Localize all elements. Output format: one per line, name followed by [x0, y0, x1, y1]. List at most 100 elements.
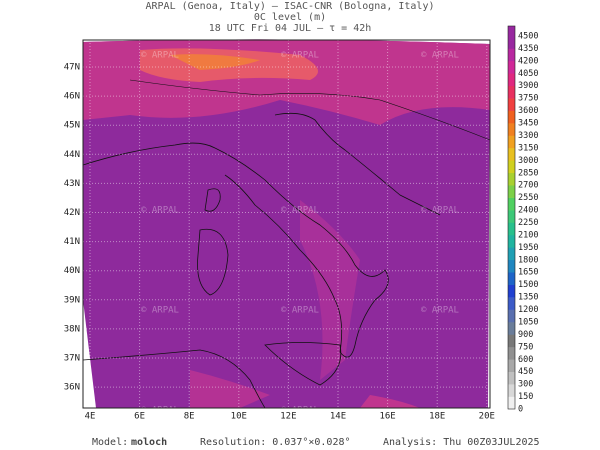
colorbar-label: 3750	[518, 94, 538, 104]
watermark: © ARPAL	[421, 51, 459, 61]
colorbar-segment	[508, 272, 515, 285]
coast-sicily	[264, 342, 342, 386]
header-line: 0C level (m)	[254, 12, 326, 23]
colorbar-label: 2250	[518, 218, 538, 228]
coastlines	[82, 79, 491, 409]
colorbar-label: 1500	[518, 280, 538, 290]
field-base	[83, 39, 490, 409]
colorbar: 0 150 300 450 600 750 900 1050 1200 1350 1500 1650 1…	[507, 25, 538, 415]
coast-sardinia	[197, 228, 229, 296]
lat-label: 46N	[64, 92, 80, 102]
colorbar-label: 3900	[518, 81, 538, 91]
lat-label: 43N	[64, 179, 80, 189]
colorbar-label: 2550	[518, 193, 538, 203]
colorbar-segment	[508, 384, 515, 397]
lat-label: 36N	[64, 383, 80, 393]
colorbar-label: 3300	[518, 131, 538, 141]
colorbar-segment	[508, 110, 515, 124]
lon-label: 12E	[280, 412, 296, 422]
border-alps	[129, 79, 491, 141]
colorbar-label: 1650	[518, 268, 538, 278]
lon-label: 18E	[429, 412, 445, 422]
map-frame	[82, 39, 491, 409]
lon-label: 4E	[85, 412, 96, 422]
watermark: © ARPAL	[141, 206, 179, 216]
field-alps-peak	[170, 54, 260, 70]
colorbar-segment	[508, 172, 515, 186]
lon-label: 8E	[184, 412, 195, 422]
colorbar-label: 3450	[518, 119, 538, 129]
colorbar-label: 600	[518, 355, 533, 365]
lon-label: 6E	[134, 412, 145, 422]
coast-italy	[82, 142, 389, 358]
watermark: © ARPAL	[141, 306, 179, 316]
colorbar-segment	[508, 234, 515, 248]
colorbar-label: 0	[518, 405, 523, 415]
graticule: 47N 46N 45N 44N 43N 42N 41N 40N 39N 38N 37N 36N 4E 6E…	[64, 40, 495, 422]
map-field	[83, 39, 490, 409]
colorbar-segment	[508, 123, 515, 136]
coast-corsica	[204, 188, 221, 212]
lat-label: 40N	[64, 266, 80, 276]
colorbar-label: 2700	[518, 181, 538, 191]
colorbar-label: 3150	[518, 143, 538, 153]
colorbar-label: 3000	[518, 156, 538, 166]
colorbar-segment	[508, 334, 515, 348]
colorbar-label: 4500	[518, 32, 538, 42]
lat-label: 41N	[64, 237, 80, 247]
colorbar-segment	[508, 135, 515, 149]
colorbar-label: 4350	[518, 44, 538, 54]
colorbar-label: 2400	[518, 206, 538, 216]
colorbar-segment	[508, 85, 515, 99]
lat-label: 44N	[64, 150, 80, 160]
colorbar-label: 450	[518, 367, 533, 377]
colorbar-label: 900	[518, 330, 533, 340]
colorbar-cap	[508, 26, 515, 36]
colorbar-label: 150	[518, 392, 533, 402]
lat-label: 47N	[64, 63, 80, 73]
watermark: © ARPAL	[141, 51, 179, 61]
colorbar-label: 3600	[518, 106, 538, 116]
colorbar-segment	[508, 73, 515, 87]
watermark: © ARPAL	[281, 51, 319, 61]
colorbar-segment	[508, 371, 515, 385]
colorbar-segment	[508, 160, 515, 174]
footer-model: moloch	[131, 437, 167, 448]
colorbar-label: 300	[518, 380, 533, 390]
colorbar-frame	[507, 25, 516, 410]
field-africa	[190, 370, 270, 408]
lat-label: 38N	[64, 324, 80, 334]
colorbar-label: 1800	[518, 255, 538, 265]
colorbar-segment	[508, 98, 515, 111]
colorbar-segment	[508, 210, 515, 223]
colorbar-label: 1200	[518, 305, 538, 315]
footer-analysis: Analysis: Thu 00Z03JUL2025	[383, 437, 540, 448]
coast-adriatic	[274, 112, 441, 216]
colorbar-segment	[508, 197, 515, 211]
header-line: 18 UTC Fri 04 JUL — τ = 42h	[209, 23, 372, 34]
colorbar-segment	[508, 321, 515, 335]
footer-model-label: Model:	[92, 437, 128, 448]
colorbar-segment	[508, 284, 515, 298]
colorbar-segment	[508, 147, 515, 161]
lon-label: 20E	[479, 412, 495, 422]
colorbar-segment	[508, 346, 515, 360]
header-line: ARPAL (Genoa, Italy) — ISAC-CNR (Bologna…	[146, 1, 435, 12]
watermark: © ARPAL	[281, 406, 319, 416]
lat-label: 42N	[64, 208, 80, 218]
colorbar-label: 2100	[518, 230, 538, 240]
watermark: © ARPAL	[421, 306, 459, 316]
colorbar-label: 1050	[518, 317, 538, 327]
colorbar-label: 4200	[518, 56, 538, 66]
colorbar-segment	[508, 36, 515, 49]
lon-label: 14E	[330, 412, 346, 422]
lat-label: 39N	[64, 295, 80, 305]
field-south-east	[360, 395, 420, 408]
colorbar-segment	[508, 297, 515, 310]
colorbar-label: 1950	[518, 243, 538, 253]
colorbar-label: 1350	[518, 293, 538, 303]
colorbar-segment	[508, 60, 515, 74]
watermark: © ARPAL	[421, 206, 459, 216]
colorbar-label: 750	[518, 342, 533, 352]
